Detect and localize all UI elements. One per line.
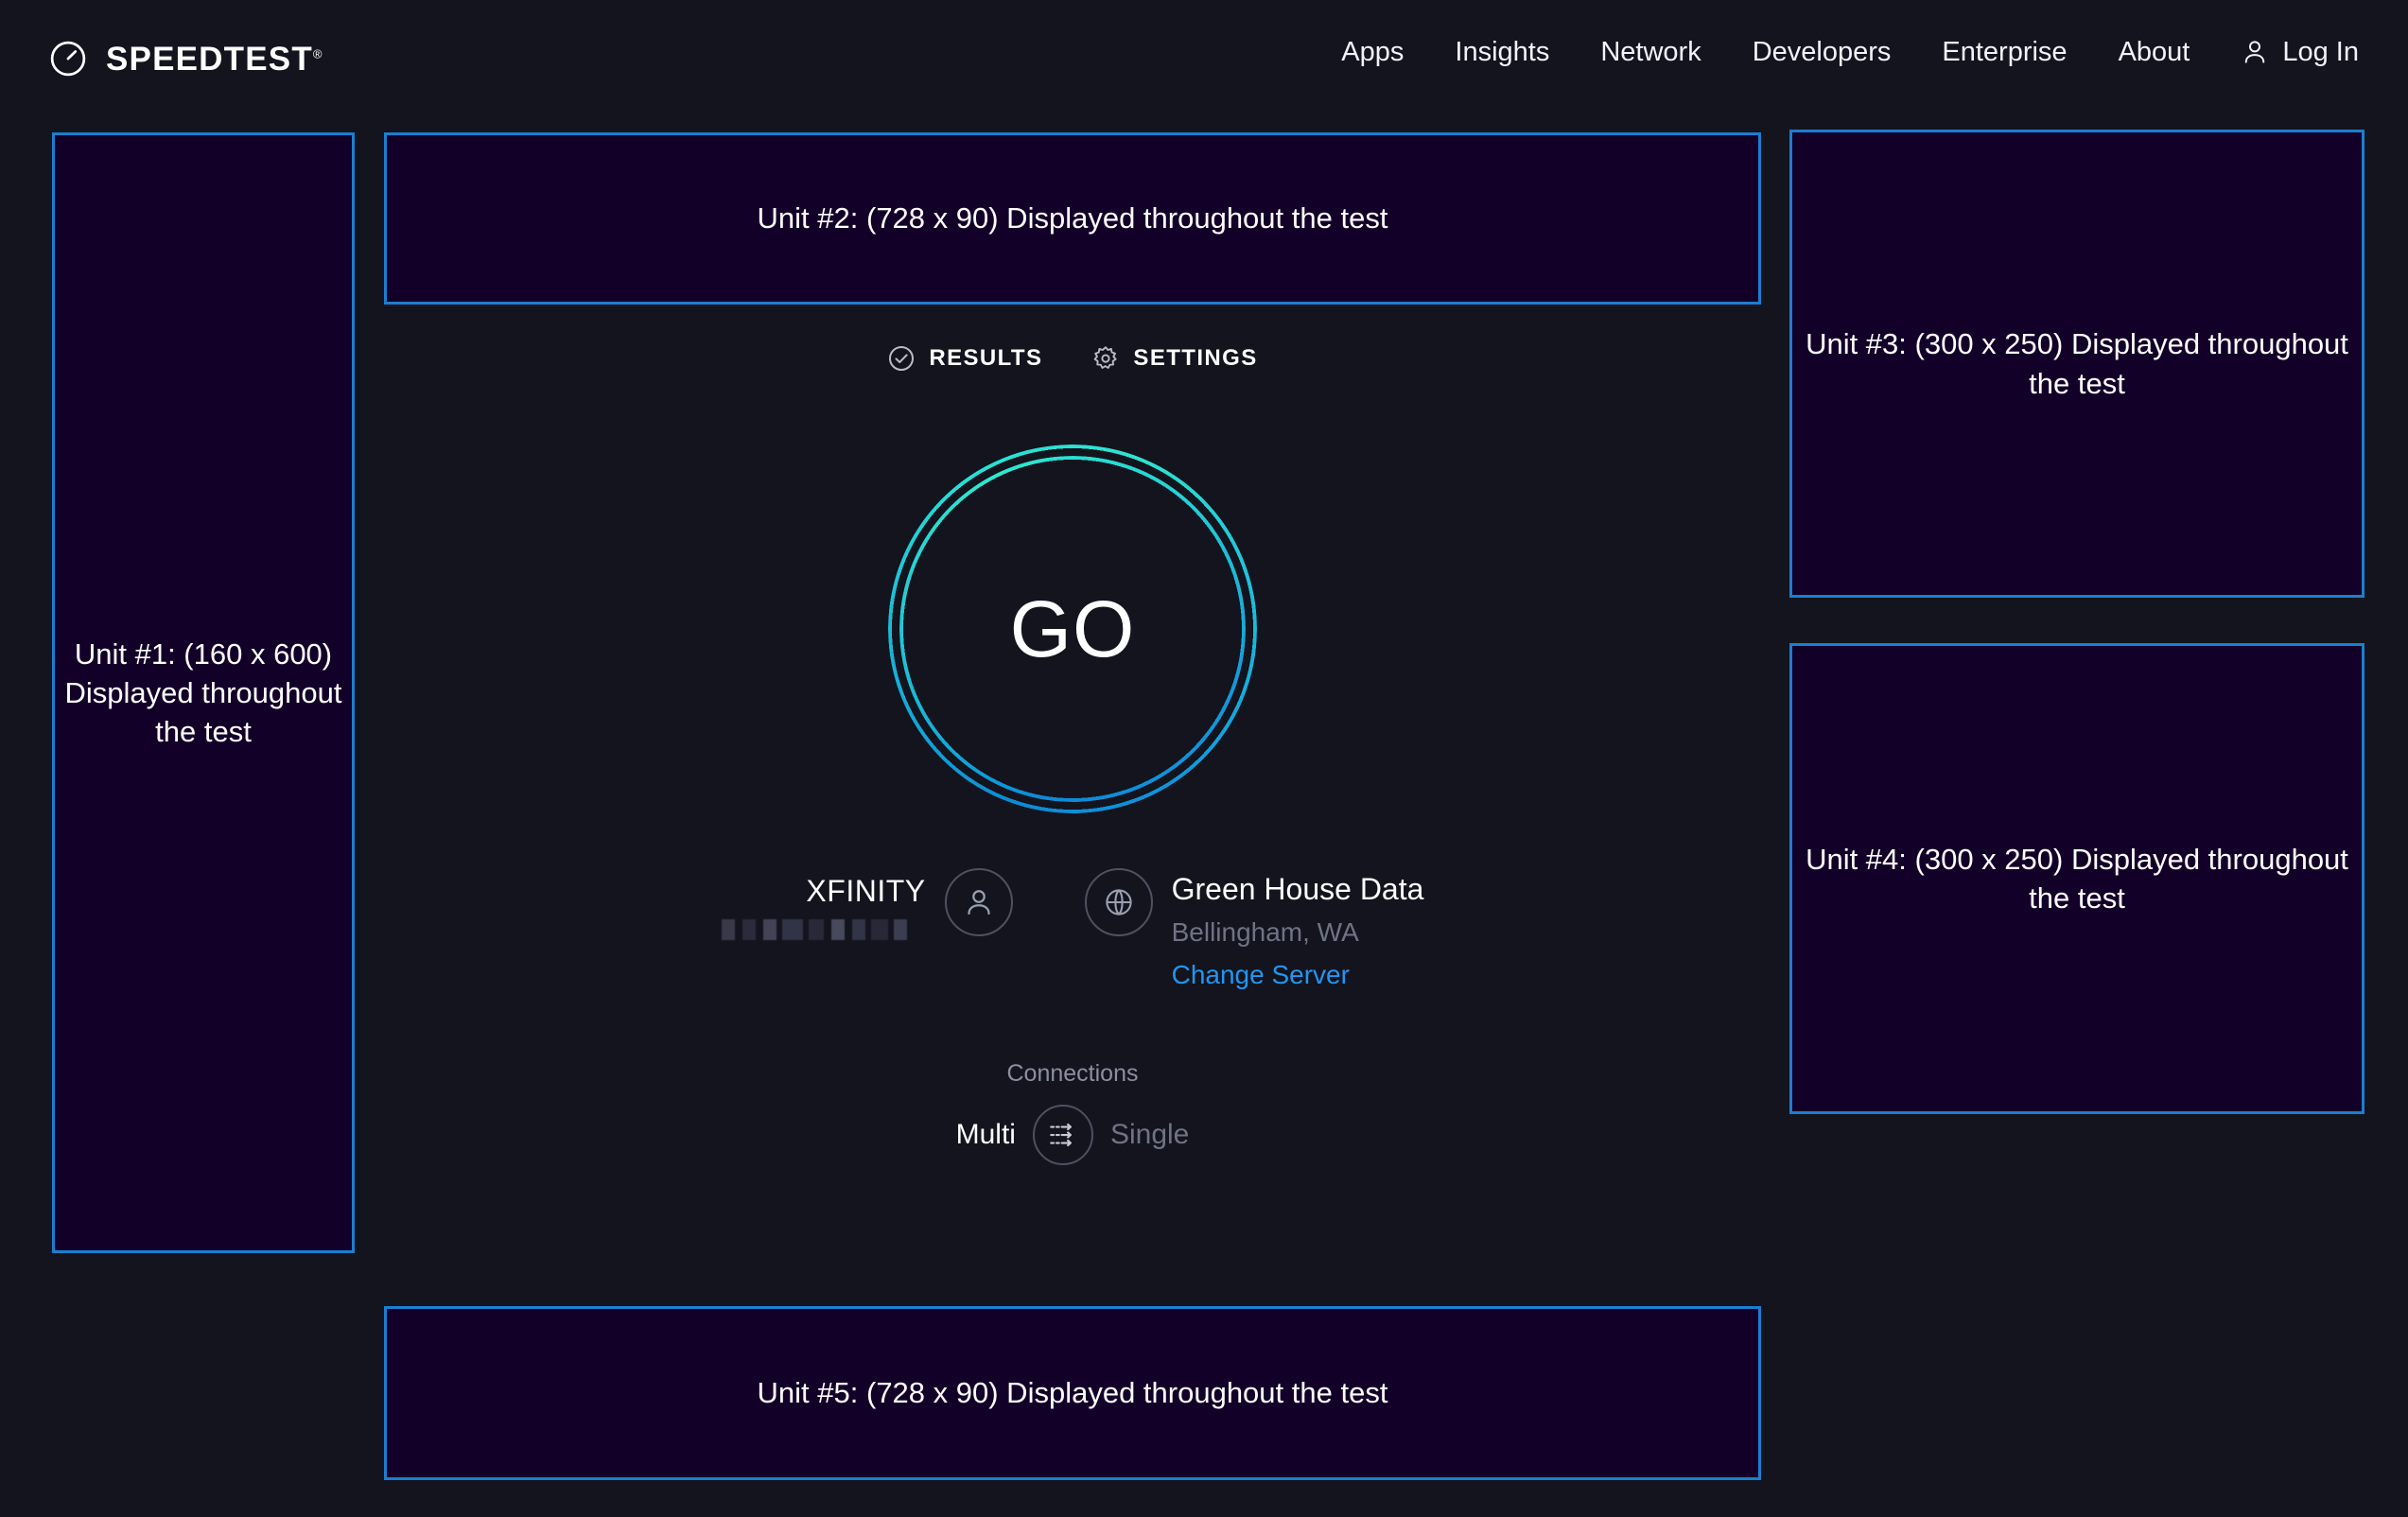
ad-unit-1[interactable]: Unit #1: (160 x 600) Displayed throughou…	[52, 132, 355, 1253]
connections-toggle-knob[interactable]	[1032, 1105, 1093, 1165]
settings-button[interactable]: SETTINGS	[1091, 344, 1257, 373]
logo-trademark: ®	[312, 45, 323, 61]
connections-multi-label[interactable]: Multi	[955, 1119, 1016, 1150]
ad-unit-2[interactable]: Unit #2: (728 x 90) Displayed throughout…	[384, 132, 1761, 305]
isp-ip-address-redacted	[721, 919, 926, 940]
connections-single-label[interactable]: Single	[1109, 1119, 1190, 1150]
gear-icon	[1091, 344, 1120, 373]
nav-item-apps[interactable]: Apps	[1341, 37, 1405, 67]
speedtest-main-panel: RESULTS SETTINGS GO	[384, 305, 1761, 1165]
nav-item-network[interactable]: Network	[1600, 37, 1701, 67]
nav-item-insights[interactable]: Insights	[1455, 37, 1550, 67]
logo-wordmark: SPEEDTEST®	[106, 43, 323, 76]
go-button[interactable]: GO	[888, 445, 1257, 813]
isp-block[interactable]: XFINITY	[721, 868, 1013, 940]
test-toolbar: RESULTS SETTINGS	[384, 344, 1761, 373]
speedtest-logo[interactable]: SPEEDTEST®	[47, 38, 323, 79]
isp-text: XFINITY	[721, 868, 926, 940]
server-block[interactable]: Green House Data Bellingham, WA Change S…	[1084, 868, 1424, 991]
ad-unit-5[interactable]: Unit #5: (728 x 90) Displayed throughout…	[384, 1306, 1761, 1480]
connection-info: XFINITY	[384, 868, 1761, 991]
server-location: Bellingham, WA	[1171, 917, 1359, 947]
server-name: Green House Data	[1171, 872, 1424, 906]
isp-name: XFINITY	[806, 874, 926, 908]
connections-toggle: Multi	[955, 1105, 1190, 1165]
logo-wordmark-text: SPEEDTEST	[106, 40, 313, 78]
login-button[interactable]: Log In	[2215, 36, 2359, 69]
settings-label: SETTINGS	[1133, 345, 1258, 371]
user-icon	[2241, 38, 2269, 66]
ad-unit-3[interactable]: Unit #3: (300 x 250) Displayed throughou…	[1789, 130, 2364, 598]
connections-title: Connections	[1006, 1060, 1139, 1087]
nav-item-enterprise[interactable]: Enterprise	[1942, 37, 2068, 67]
speedometer-icon	[47, 38, 89, 79]
go-label: GO	[1009, 584, 1136, 673]
globe-circle-icon[interactable]	[1084, 868, 1153, 936]
site-header: SPEEDTEST® Apps Insights Network Develop…	[0, 0, 2408, 83]
ad-unit-4[interactable]: Unit #4: (300 x 250) Displayed throughou…	[1789, 643, 2364, 1114]
results-label: RESULTS	[929, 345, 1043, 371]
connections-section: Connections Multi	[384, 1059, 1761, 1165]
server-text: Green House Data Bellingham, WA Change S…	[1172, 868, 1424, 991]
user-circle-icon[interactable]	[944, 868, 1013, 936]
go-ring-inner	[899, 456, 1246, 802]
results-button[interactable]: RESULTS	[887, 344, 1042, 373]
main-navigation: Apps Insights Network Developers Enterpr…	[1316, 36, 2359, 69]
check-circle-icon	[887, 344, 916, 373]
login-label: Log In	[2282, 37, 2359, 67]
change-server-link[interactable]: Change Server	[1171, 960, 1350, 989]
nav-item-about[interactable]: About	[2118, 37, 2190, 67]
go-button-container: GO	[384, 445, 1761, 813]
multi-arrows-icon	[1047, 1119, 1079, 1151]
nav-item-developers[interactable]: Developers	[1752, 37, 1892, 67]
